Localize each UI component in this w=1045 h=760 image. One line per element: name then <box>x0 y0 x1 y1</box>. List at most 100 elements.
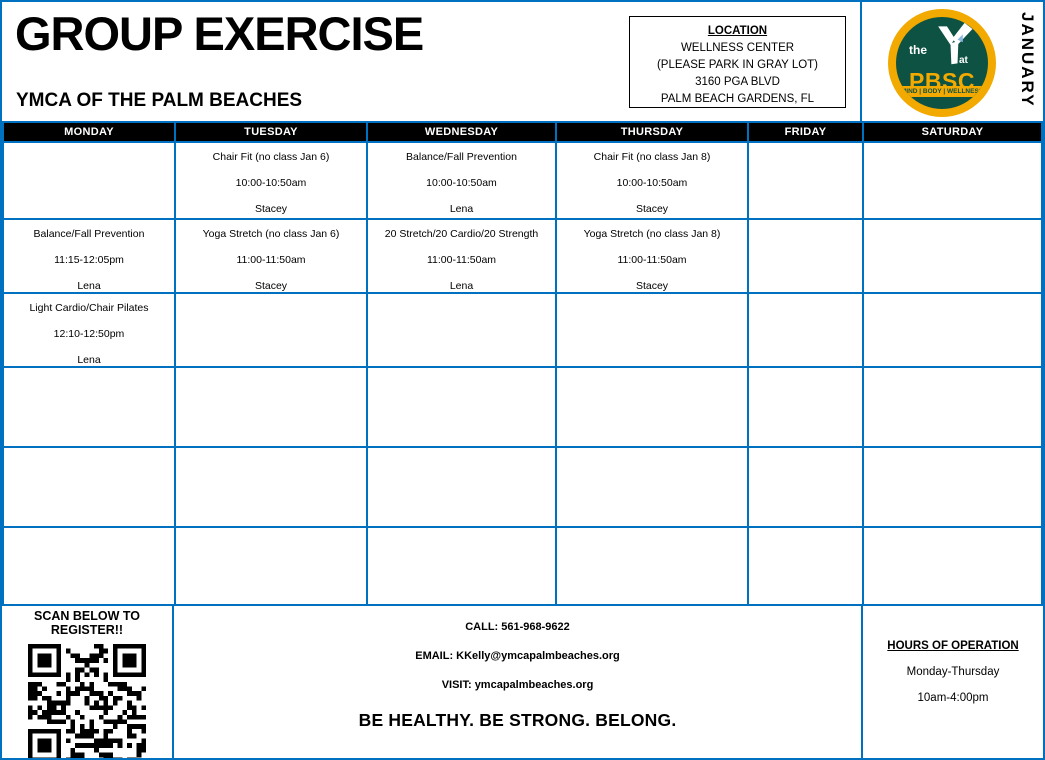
day-header: FRIDAY <box>747 121 864 143</box>
location-box: LOCATION WELLNESS CENTER (PLEASE PARK IN… <box>629 16 846 108</box>
location-line: 3160 PGA BLVD <box>695 76 780 88</box>
location-line: WELLNESS CENTER <box>680 42 795 54</box>
schedule-row: Balance/Fall Prevention 11:15-12:05pm Lena… <box>2 218 1043 294</box>
class-instructor: Stacey <box>254 280 288 292</box>
empty-cell <box>366 526 557 606</box>
hours-heading: HOURS OF OPERATION <box>887 640 1019 652</box>
header-divider <box>860 2 862 121</box>
day-header: MONDAY <box>2 121 176 143</box>
empty-cell <box>862 366 1043 448</box>
class-name: Chair Fit (no class Jan 8) <box>593 151 711 163</box>
schedule-table: MONDAY TUESDAY WEDNESDAY THURSDAY FRIDAY SATU… <box>2 121 1043 606</box>
class-cell: Balance/Fall Prevention 11:15-12:05pm Lena <box>2 218 176 294</box>
hours-days: Monday-Thursday <box>906 666 1000 678</box>
day-header: WEDNESDAY <box>366 121 557 143</box>
location-line: (PLEASE PARK IN GRAY LOT) <box>656 59 819 71</box>
qr-code <box>28 644 146 758</box>
logo-the-label: the <box>909 43 927 57</box>
call-line: CALL: 561-968-9622 <box>465 621 570 633</box>
schedule-row <box>2 446 1043 528</box>
hours-time: 10am-4:00pm <box>917 692 989 704</box>
empty-cell <box>174 292 368 368</box>
empty-cell <box>555 526 749 606</box>
class-instructor: Stacey <box>635 280 669 292</box>
empty-cell <box>747 141 864 220</box>
pbsc-ymca-logo: the at PBSC MIND | BODY | WELLNESS <box>888 9 996 117</box>
register-cell: SCAN BELOW TO REGISTER!! <box>2 606 174 758</box>
email-line: EMAIL: KKelly@ymcapalmbeaches.org <box>415 650 620 662</box>
class-instructor: Lena <box>449 280 474 292</box>
class-name: Yoga Stretch (no class Jan 6) <box>202 228 340 240</box>
class-instructor: Stacey <box>635 203 669 215</box>
empty-cell <box>2 526 176 606</box>
empty-cell <box>862 446 1043 528</box>
empty-cell <box>366 292 557 368</box>
class-cell: Light Cardio/Chair Pilates 12:10-12:50pm L… <box>2 292 176 368</box>
class-cell: Chair Fit (no class Jan 8) 10:00-10:50am S… <box>555 141 749 220</box>
class-instructor: Lena <box>77 354 101 366</box>
empty-cell <box>862 141 1043 220</box>
class-time: 11:15-12:05pm <box>54 254 124 266</box>
empty-cell <box>174 526 368 606</box>
class-name: Chair Fit (no class Jan 6) <box>212 151 330 163</box>
empty-cell <box>747 446 864 528</box>
contact-cell: CALL: 561-968-9622 EMAIL: KKelly@ymcapal… <box>174 606 861 758</box>
class-instructor: Lena <box>77 280 101 292</box>
empty-cell <box>174 446 368 528</box>
empty-cell <box>555 446 749 528</box>
header-band: GROUP EXERCISE YMCA OF THE PALM BEACHES … <box>2 2 1043 121</box>
class-time: 10:00-10:50am <box>616 177 688 189</box>
empty-cell <box>366 366 557 448</box>
class-time: 11:00-11:50am <box>236 254 306 266</box>
class-cell: Chair Fit (no class Jan 6) 10:00-10:50am S… <box>174 141 368 220</box>
schedule-row: Chair Fit (no class Jan 6) 10:00-10:50am S… <box>2 141 1043 220</box>
class-name: Balance/Fall Prevention <box>33 228 145 240</box>
class-cell: Balance/Fall Prevention 10:00-10:50am Lena <box>366 141 557 220</box>
logo-tagline: MIND | BODY | WELLNESS <box>899 86 985 97</box>
logo-circle: the at PBSC MIND | BODY | WELLNESS <box>896 17 988 109</box>
empty-cell <box>2 366 176 448</box>
empty-cell <box>747 366 864 448</box>
class-time: 10:00-10:50am <box>426 177 497 189</box>
empty-cell <box>747 526 864 606</box>
schedule-row <box>2 366 1043 448</box>
day-header-row: MONDAY TUESDAY WEDNESDAY THURSDAY FRIDAY SATU… <box>2 121 1043 143</box>
empty-cell <box>366 446 557 528</box>
day-header: TUESDAY <box>174 121 368 143</box>
location-heading: LOCATION <box>707 25 768 37</box>
class-cell: Yoga Stretch (no class Jan 8) 11:00-11:50… <box>555 218 749 294</box>
empty-cell <box>862 292 1043 368</box>
location-line: PALM BEACH GARDENS, FL <box>660 93 815 105</box>
empty-cell <box>2 141 176 220</box>
class-cell: 20 Stretch/20 Cardio/20 Strength 11:00-11… <box>366 218 557 294</box>
month-label: JANUARY <box>1018 12 1037 108</box>
empty-cell <box>862 526 1043 606</box>
hours-cell: HOURS OF OPERATION Monday-Thursday 10am-… <box>861 606 1043 758</box>
class-time: 12:10-12:50pm <box>53 328 125 340</box>
class-cell: Yoga Stretch (no class Jan 6) 11:00-11:50… <box>174 218 368 294</box>
motto: BE HEALTHY. BE STRONG. BELONG. <box>358 710 677 730</box>
page-title: GROUP EXERCISE <box>15 7 424 60</box>
empty-cell <box>555 366 749 448</box>
class-instructor: Stacey <box>254 203 288 215</box>
visit-line: VISIT: ymcapalmbeaches.org <box>441 679 594 691</box>
schedule-row: Light Cardio/Chair Pilates 12:10-12:50pm L… <box>2 292 1043 368</box>
class-instructor: Lena <box>449 203 474 215</box>
day-header: THURSDAY <box>555 121 749 143</box>
page-subtitle: YMCA OF THE PALM BEACHES <box>16 90 303 111</box>
class-name: Light Cardio/Chair Pilates <box>29 302 149 314</box>
scan-label: SCAN BELOW TO REGISTER!! <box>33 609 141 637</box>
day-header: SATURDAY <box>862 121 1043 143</box>
empty-cell <box>747 292 864 368</box>
class-name: Balance/Fall Prevention <box>406 151 517 163</box>
footer-band: SCAN BELOW TO REGISTER!! CALL: 561-968-9… <box>2 606 1043 758</box>
class-time: 11:00-11:50am <box>617 254 687 266</box>
empty-cell <box>862 218 1043 294</box>
class-name: Yoga Stretch (no class Jan 8) <box>583 228 721 240</box>
logo-at-label: at <box>959 55 968 66</box>
empty-cell <box>555 292 749 368</box>
class-time: 10:00-10:50am <box>235 177 307 189</box>
empty-cell <box>747 218 864 294</box>
empty-cell <box>174 366 368 448</box>
